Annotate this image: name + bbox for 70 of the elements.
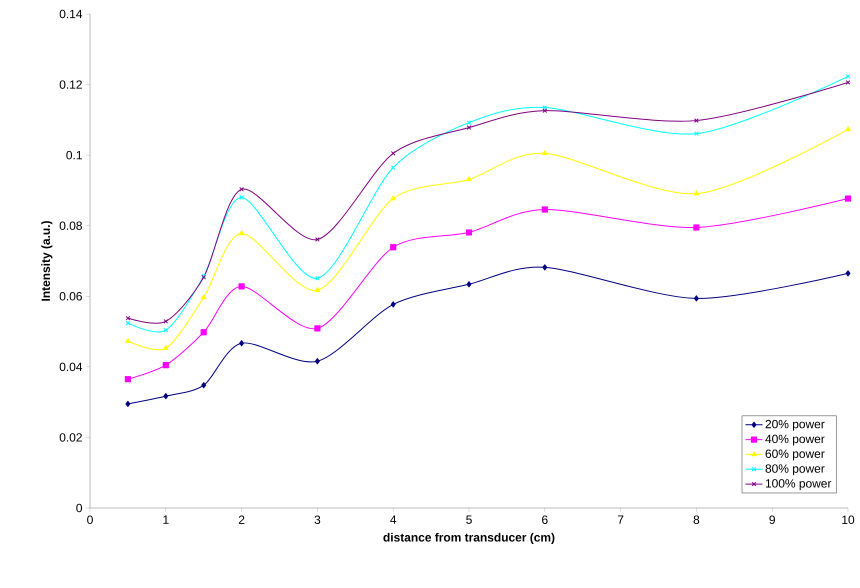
point <box>542 206 548 213</box>
point <box>125 338 131 343</box>
point <box>845 126 851 132</box>
point <box>314 287 320 292</box>
point <box>162 362 169 368</box>
point <box>238 230 244 236</box>
x-tick-label: 4 <box>390 516 396 524</box>
point <box>200 294 206 300</box>
x-tick-label: 3 <box>314 516 320 524</box>
point <box>466 281 472 288</box>
point <box>163 328 168 332</box>
y-tick-label: 0.12 <box>60 80 82 89</box>
point <box>694 190 700 196</box>
x-tick-label: 2 <box>238 516 244 524</box>
x-tick-label: 7 <box>618 516 624 524</box>
point <box>163 345 169 350</box>
point <box>238 283 245 290</box>
point <box>542 150 548 156</box>
y-tick-label: 0.1 <box>66 150 82 160</box>
point <box>542 108 548 114</box>
x-tick-label: 8 <box>694 516 700 524</box>
x-tick-label: 0 <box>87 516 93 524</box>
x-tick-label: 5 <box>466 516 472 524</box>
point <box>201 382 206 388</box>
x-tick-label: 6 <box>542 516 548 524</box>
point <box>846 270 850 276</box>
y-tick-label: 0 <box>76 504 82 512</box>
point <box>844 195 852 202</box>
point <box>694 295 699 302</box>
x-tick-label: 1 <box>163 516 169 524</box>
point <box>163 393 168 400</box>
y-axis-title: Intensity (a.u.) <box>41 221 52 301</box>
legend-label: 80% power <box>766 464 825 476</box>
point <box>694 118 699 123</box>
point <box>390 301 396 308</box>
point <box>466 229 472 236</box>
point <box>390 151 396 156</box>
point <box>125 400 130 408</box>
legend-label: 40% power <box>765 434 825 446</box>
point <box>315 237 320 242</box>
point <box>314 325 321 332</box>
x-tick-label: 10 <box>842 516 854 524</box>
legend-label: 20% power <box>766 420 825 431</box>
point <box>466 120 472 126</box>
x-tick-label: 9 <box>769 516 775 524</box>
point <box>315 276 320 281</box>
point <box>239 195 244 200</box>
point <box>239 340 244 346</box>
point <box>542 105 548 110</box>
point <box>124 376 131 382</box>
point <box>314 358 320 364</box>
point <box>542 264 548 270</box>
point <box>390 244 396 250</box>
point <box>390 165 396 170</box>
y-tick-label: 0.14 <box>60 10 82 18</box>
point <box>239 187 244 192</box>
y-tick-label: 0.02 <box>60 433 82 442</box>
y-tick-label: 0.08 <box>60 221 82 230</box>
point <box>390 195 396 200</box>
point <box>694 131 699 136</box>
legend-label: 100% power <box>766 479 832 490</box>
point <box>163 318 168 324</box>
y-tick-label: 0.06 <box>60 292 82 301</box>
point <box>693 224 700 231</box>
point <box>466 176 472 182</box>
y-tick-label: 0.04 <box>60 362 82 372</box>
x-axis-title: distance from transducer (cm) <box>383 532 554 544</box>
legend-label: 60% power <box>766 450 825 460</box>
point <box>200 329 207 336</box>
point <box>466 125 472 130</box>
